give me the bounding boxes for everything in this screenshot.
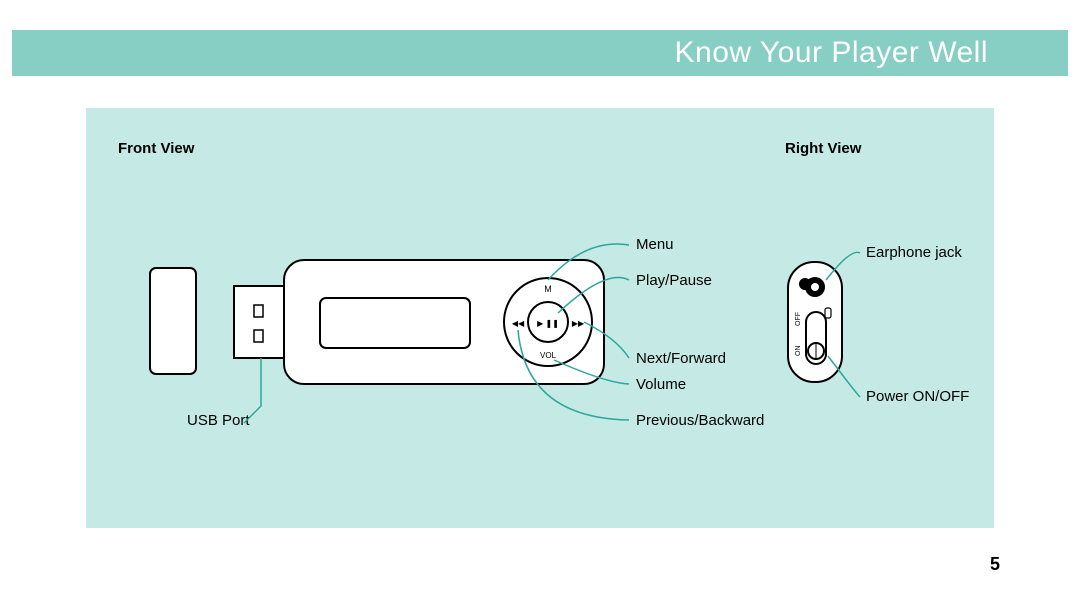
svg-text:▶ ❚❚: ▶ ❚❚ bbox=[537, 319, 559, 328]
menu-m-label: M bbox=[544, 284, 552, 294]
leader-usb-port bbox=[244, 358, 261, 423]
player-body-front-icon: ▶ ❚❚ ◀◀ ▶▶ M VOL bbox=[284, 260, 604, 384]
svg-text:▶▶: ▶▶ bbox=[572, 319, 585, 328]
svg-text:◀◀: ◀◀ bbox=[512, 319, 525, 328]
usb-connector-icon bbox=[234, 286, 284, 358]
vol-label: VOL bbox=[540, 351, 557, 360]
header-bar: Know Your Player Well bbox=[12, 30, 1068, 76]
front-view-diagram: ▶ ❚❚ ◀◀ ▶▶ M VOL bbox=[86, 108, 994, 528]
page-title: Know Your Player Well bbox=[675, 30, 988, 76]
svg-text:OFF: OFF bbox=[795, 312, 802, 326]
usb-cap-icon bbox=[150, 268, 196, 374]
svg-text:ON: ON bbox=[795, 346, 802, 357]
page-number: 5 bbox=[990, 554, 1000, 575]
page: Know Your Player Well Front View Right V… bbox=[0, 0, 1080, 605]
